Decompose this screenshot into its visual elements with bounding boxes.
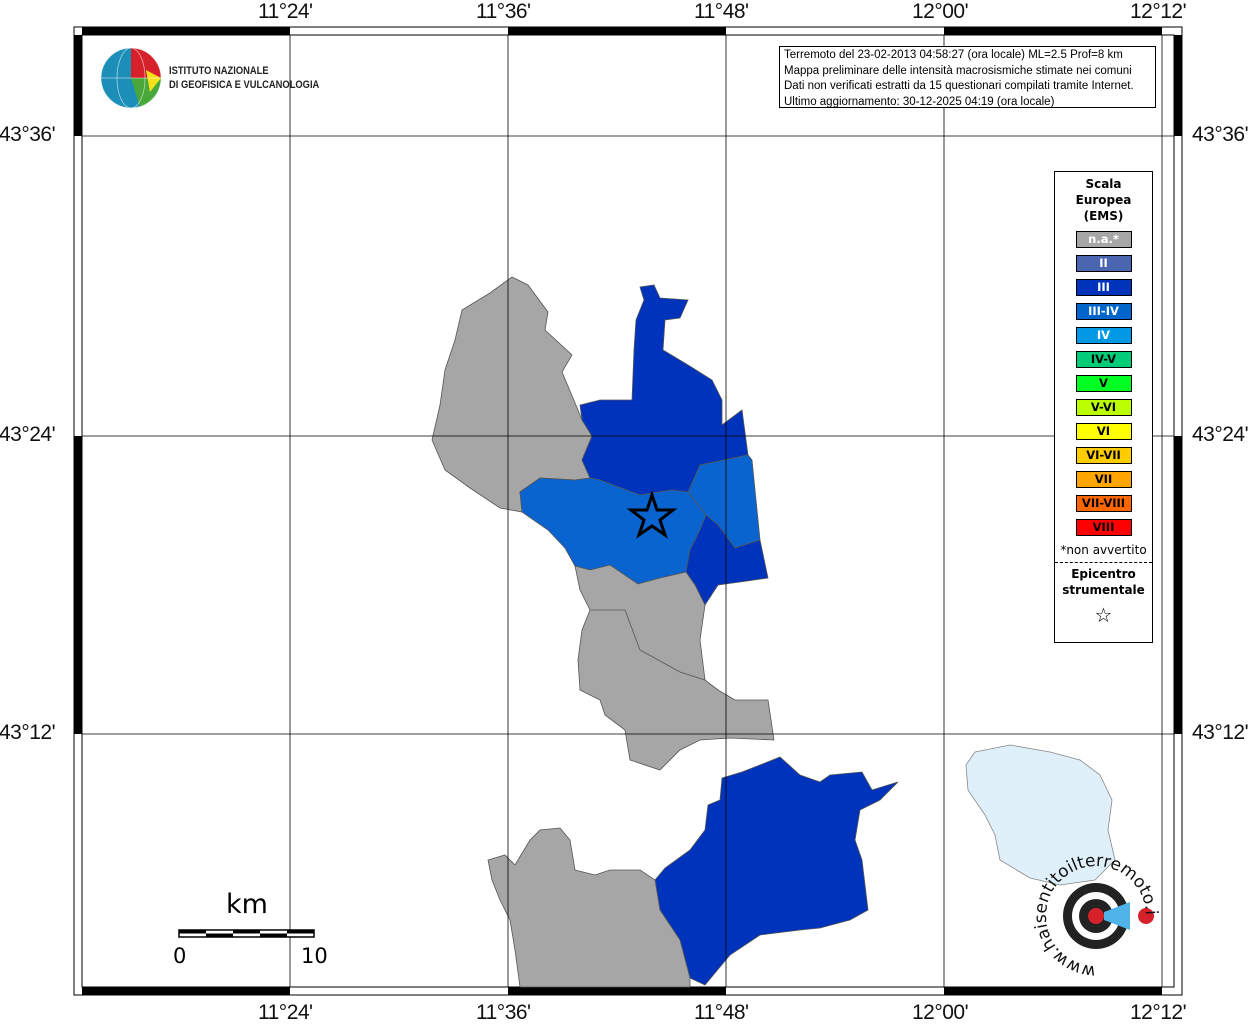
municipality-na-middle[interactable] [574, 564, 775, 771]
municipalities [431, 276, 1116, 988]
lon-label-top: 11°48' [694, 0, 749, 23]
epicenter-legend-star-icon: ☆ [1094, 603, 1113, 627]
legend-swatch: n.a.* [1075, 231, 1132, 248]
epicenter-title: strumentale [1062, 583, 1145, 597]
municipality-na-south[interactable] [487, 827, 691, 988]
event-info-box: Terremoto del 23-02-2013 04:58:27 (ora l… [779, 46, 1156, 108]
lon-label-bottom: 11°48' [694, 1001, 749, 1024]
frame-bars [74, 27, 1182, 995]
lon-label-bottom: 11°36' [476, 1001, 531, 1024]
institute-line1: ISTITUTO NAZIONALE [169, 65, 269, 77]
legend-swatches: n.a.* II III III-IV IV IV-V V V-VI VI VI-VII VII VI… [1055, 231, 1152, 536]
lat-label-right: 43°36' [1192, 123, 1249, 146]
legend-swatch: IV [1075, 327, 1132, 344]
legend-title-line: Scala [1085, 177, 1122, 191]
institute-line2: DI GEOFISICA E VULCANOLOGIA [169, 79, 320, 91]
legend-swatch: III-IV [1075, 303, 1132, 320]
lon-label-bottom: 11°24' [258, 1001, 313, 1024]
legend-swatch: VII-VIII [1075, 495, 1132, 512]
lon-label-top: 12°12' [1130, 0, 1187, 23]
legend-swatch: VI-VII [1075, 447, 1132, 464]
legend-note: *non avvertito [1060, 543, 1147, 557]
municipality-iii-southeast[interactable] [654, 756, 899, 986]
scale-bar [178, 929, 315, 938]
legend-title-line: Europea [1075, 193, 1132, 207]
legend-swatch: III [1075, 279, 1132, 296]
scale-min: 0 [173, 944, 187, 968]
lat-label-right: 43°12' [1192, 721, 1249, 744]
graticule [82, 35, 1174, 987]
legend-swatch: VI [1075, 423, 1132, 440]
lake [965, 744, 1116, 886]
institute-name: ISTITUTO NAZIONALE DI GEOFISICA E VULCAN… [169, 64, 319, 92]
legend-swatch: II [1075, 255, 1132, 272]
lon-label-bottom: 12°00' [912, 1001, 969, 1024]
lat-label-right: 43°24' [1192, 423, 1249, 446]
scale-max: 10 [301, 944, 328, 968]
info-line: Ultimo aggiornamento: 30-12-2025 04:19 (… [784, 95, 1055, 108]
lon-label-top: 12°00' [912, 0, 969, 23]
lat-label-left: 43°12' [0, 721, 56, 744]
legend-swatch: IV-V [1075, 351, 1132, 368]
scale-unit: km [226, 889, 268, 920]
lon-label-top: 11°36' [476, 0, 531, 23]
lat-label-left: 43°24' [0, 423, 56, 446]
legend-swatch: VIII [1075, 519, 1132, 536]
lon-label-top: 11°24' [258, 0, 313, 23]
municipality-iii-south[interactable] [685, 514, 769, 606]
epicenter-star-icon [626, 490, 678, 539]
legend-swatch: V-VI [1075, 399, 1132, 416]
epicenter-title: Epicentro [1071, 567, 1136, 581]
lat-label-left: 43°36' [0, 123, 56, 146]
info-line: Dati non verificati estratti da 15 quest… [784, 80, 1134, 92]
info-line: Mappa preliminare delle intensità macros… [784, 64, 1132, 77]
legend-title: Scala Europea (EMS) [1055, 176, 1152, 224]
legend-swatch: VII [1075, 471, 1132, 488]
legend-title-line: (EMS) [1083, 209, 1124, 223]
info-line: Terremoto del 23-02-2013 04:58:27 (ora l… [784, 49, 1123, 61]
legend-swatch: V [1075, 375, 1132, 392]
ems-legend: Scala Europea (EMS) n.a.* II III III-IV IV IV… [1054, 171, 1153, 643]
ingv-logo-icon [100, 47, 162, 109]
lon-label-bottom: 12°12' [1130, 1001, 1187, 1024]
